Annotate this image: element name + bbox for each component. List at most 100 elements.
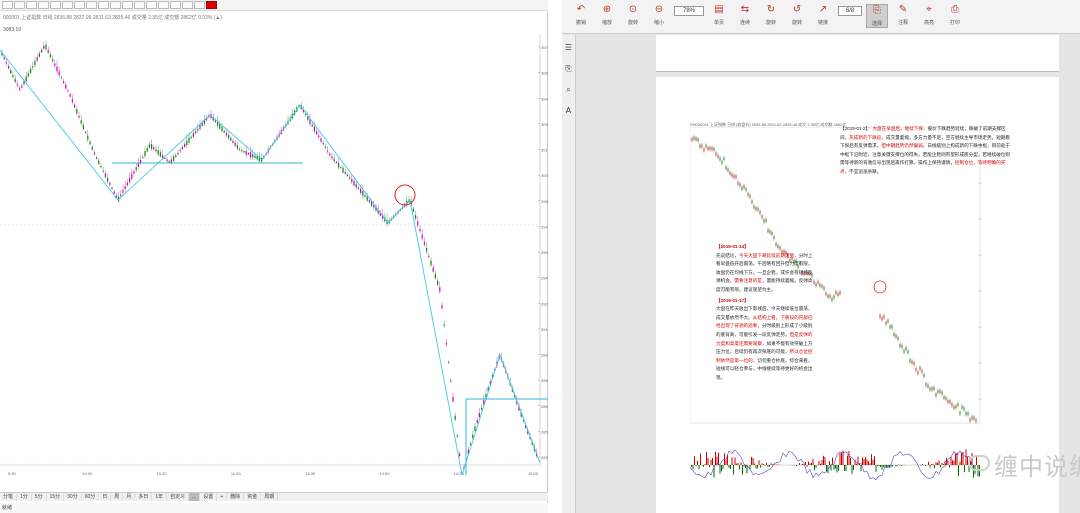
zoom-in-icon[interactable]: [74, 1, 85, 9]
period-tab[interactable]: 自定义: [167, 493, 190, 501]
viewer-tool-button[interactable]: ↻ 旋转: [760, 4, 782, 26]
osc-bar: [764, 465, 766, 466]
candle: [368, 197, 370, 204]
period-tab[interactable]: 1年: [152, 493, 168, 501]
period-tab[interactable]: 30分: [64, 493, 82, 501]
candle: [100, 163, 102, 169]
sidebar-icon[interactable]: ☰: [564, 43, 573, 52]
doc-chart-header: SH000001 上证指数 日线 [收盘价] 2836.88 2831.63 2…: [690, 122, 847, 127]
osc-bar: [857, 456, 859, 465]
text-run: 所以仓位控制依然是第一位的，: [716, 349, 813, 363]
cursor-icon[interactable]: [2, 1, 13, 9]
osc-bar: [934, 465, 935, 469]
viewer-tool-button[interactable]: ⇆ 连续: [734, 4, 756, 26]
viewer-tool-button[interactable]: ⊙ 旋转: [622, 4, 644, 26]
period-tab[interactable]: 设置: [200, 493, 218, 501]
candle: [437, 278, 439, 286]
period-tab[interactable]: 日: [99, 493, 112, 501]
period-tab[interactable]: 5分: [32, 493, 47, 501]
osc-bar: [767, 465, 769, 468]
osc-bar: [889, 465, 890, 468]
viewer-tool-button[interactable]: ⊖ 缩小: [648, 4, 670, 26]
period-tab[interactable]: +: [217, 493, 228, 501]
15m-icon[interactable]: [146, 1, 157, 9]
text-icon[interactable]: [50, 1, 61, 9]
osc-bar: [931, 464, 932, 465]
grid-icon[interactable]: [110, 1, 121, 9]
candle: [32, 61, 34, 70]
period-tab[interactable]: 1分: [17, 493, 32, 501]
osc-bar: [761, 463, 763, 465]
osc-bar: [811, 462, 812, 465]
30m-icon[interactable]: [158, 1, 169, 9]
sidebar-icon[interactable]: A: [565, 106, 572, 115]
doc-price-chart: [690, 127, 982, 424]
day-icon[interactable]: [182, 1, 193, 9]
doc-candle: [881, 315, 883, 322]
period-tab[interactable]: 15分: [47, 493, 65, 501]
erase-icon[interactable]: [62, 1, 73, 9]
doc-candle: [705, 143, 707, 150]
viewer-tool-button[interactable]: ⎘ 选择: [866, 4, 888, 28]
candle: [221, 123, 223, 133]
week-icon[interactable]: [194, 1, 205, 9]
doc-candle: [947, 398, 949, 405]
viewer-tool-button[interactable]: ⎙ 打印: [944, 4, 966, 26]
fib-icon[interactable]: [38, 1, 49, 9]
period-tab[interactable]: 60分: [82, 493, 100, 501]
osc-bar: [724, 453, 725, 465]
doc-candle: [719, 155, 721, 162]
osc-bar: [712, 457, 713, 465]
osc-bar: [953, 460, 955, 465]
candle: [146, 145, 148, 153]
viewer-tool-button[interactable]: ↺ 旋转: [786, 4, 808, 26]
period-tab[interactable]: 周: [111, 493, 124, 501]
y-tick-label: 2850.00: [541, 429, 548, 434]
doc-candle: [799, 260, 801, 267]
osc-bar: [806, 465, 808, 467]
osc-bar: [968, 465, 970, 473]
period-tab[interactable]: 月: [123, 493, 136, 501]
sidebar-icon[interactable]: ⌕: [566, 85, 571, 94]
draw-icon[interactable]: [14, 1, 25, 9]
doc-candle: [775, 241, 777, 248]
candle: [236, 141, 238, 151]
zoom-out-icon[interactable]: [86, 1, 97, 9]
viewer-tool-button[interactable]: ⊕ 缩放: [596, 4, 618, 26]
osc-bar: [932, 463, 934, 465]
period-tab[interactable]: 资金: [244, 493, 262, 501]
viewer-tool-button[interactable]: ↗ 链接: [812, 4, 834, 26]
page-number-input[interactable]: 6/8: [838, 6, 862, 16]
period-tab[interactable]: ...: [189, 493, 201, 501]
period-tab[interactable]: 周期: [261, 493, 279, 501]
viewer-tool-button[interactable]: ▤ 单页: [708, 4, 730, 26]
doc-candle: [929, 385, 931, 392]
sidebar-icon[interactable]: ⎘: [565, 64, 572, 73]
1m-icon[interactable]: [122, 1, 133, 9]
period-tab[interactable]: 删除: [227, 493, 245, 501]
arrow-icon[interactable]: [98, 1, 109, 9]
candle: [445, 339, 447, 347]
5m-icon[interactable]: [134, 1, 145, 9]
viewer-tool-button[interactable]: ✎ 注释: [892, 4, 914, 26]
doc-candle: [793, 258, 795, 265]
viewer-tool-button[interactable]: ⌖ 高亮: [918, 4, 940, 26]
line-icon[interactable]: [26, 1, 37, 9]
osc-bar: [835, 465, 836, 469]
period-tab[interactable]: 多日: [135, 493, 153, 501]
viewer-tool-button[interactable]: ↶ 撤销: [570, 4, 592, 26]
zoom-input[interactable]: 78%: [674, 6, 704, 16]
candle: [43, 41, 45, 51]
period-tab[interactable]: 分笔: [0, 493, 18, 501]
text-run: 量能持续萎缩，反弹高度可能有限，建议观望为主。: [716, 278, 813, 292]
candle: [454, 412, 456, 422]
candle: [107, 173, 109, 184]
color-icon[interactable]: [206, 1, 217, 9]
y-tick-label: 2880.00: [541, 378, 548, 383]
60m-icon[interactable]: [170, 1, 181, 9]
osc-bar: [824, 456, 826, 465]
doc-candle: [939, 388, 941, 395]
candle: [27, 70, 29, 78]
candle: [65, 81, 67, 90]
